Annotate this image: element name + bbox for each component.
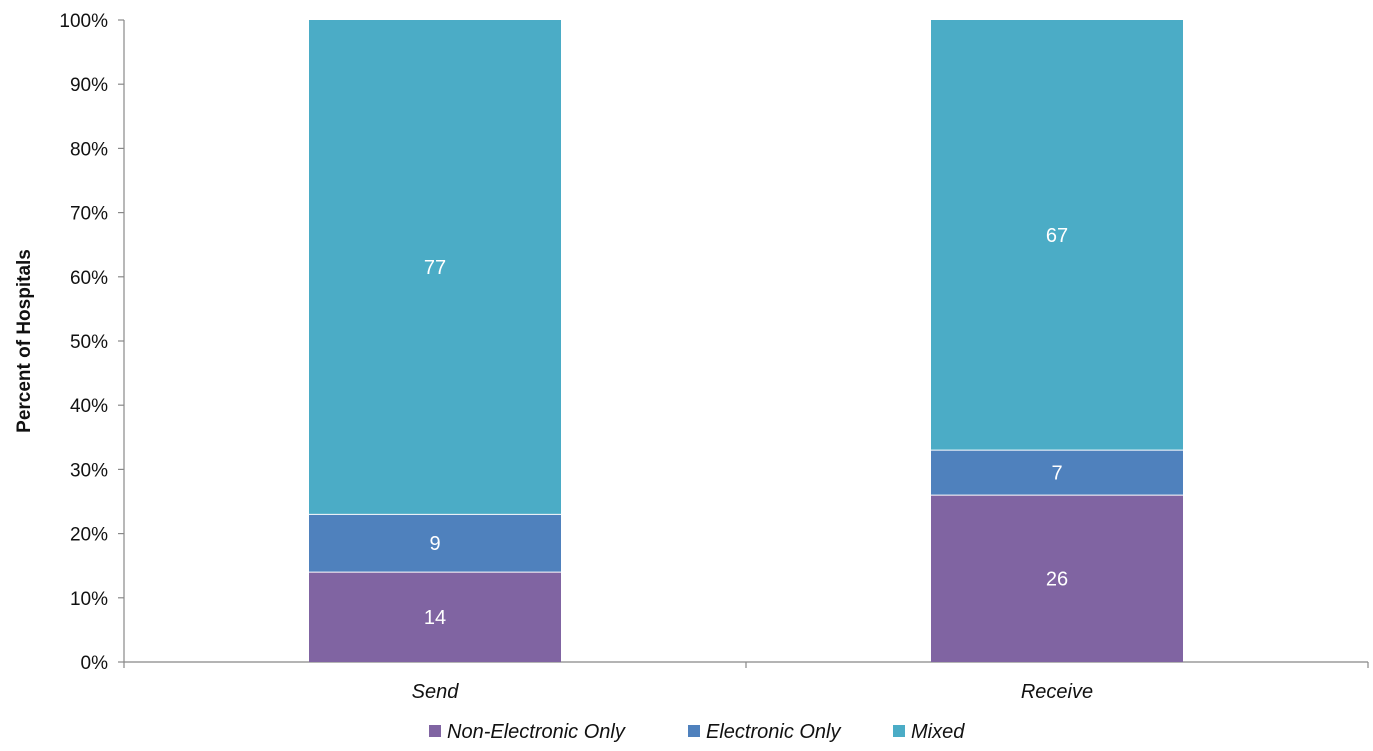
bar-segment-mixed-send	[309, 20, 561, 515]
legend-item-mixed: Mixed	[893, 721, 965, 743]
bar-segment-non-electronic-only-send	[309, 572, 561, 662]
legend-label: Electronic Only	[706, 721, 841, 743]
y-tick-label: 50%	[70, 332, 108, 353]
y-tick-label: 100%	[59, 11, 108, 32]
y-axis-title: Percent of Hospitals	[14, 249, 35, 433]
y-tick-label: 20%	[70, 525, 108, 546]
data-label: 7	[1051, 463, 1062, 485]
y-axis: 0% 10% 20% 30% 40% 50% 60% 70% 80% 90% 100%	[59, 11, 125, 674]
legend-swatch	[893, 725, 905, 737]
y-tick-label: 30%	[70, 460, 108, 481]
data-label: 67	[1046, 225, 1068, 247]
bar-segment-electronic-only-receive	[931, 450, 1183, 496]
legend-label: Non-Electronic Only	[447, 721, 626, 743]
bar-segment-electronic-only-send	[309, 514, 561, 573]
legend-swatch	[429, 725, 441, 737]
x-axis: Send Receive	[123, 661, 1369, 703]
y-tick-label: 40%	[70, 396, 108, 417]
y-tick-label: 70%	[70, 204, 108, 225]
data-labels: 14 9 77 26 7 67	[424, 225, 1068, 629]
data-label: 9	[429, 533, 440, 555]
legend-label: Mixed	[911, 721, 965, 743]
x-category-label: Send	[412, 681, 460, 703]
bars	[309, 20, 1183, 662]
data-label: 77	[424, 257, 446, 279]
data-label: 26	[1046, 569, 1068, 591]
y-tick-label: 80%	[70, 139, 108, 160]
x-category-label: Receive	[1021, 681, 1093, 703]
y-tick-label: 60%	[70, 268, 108, 289]
bar-segment-non-electronic-only-receive	[931, 495, 1183, 662]
y-tick-label: 90%	[70, 75, 108, 96]
legend-item-electronic-only: Electronic Only	[688, 721, 841, 743]
data-label: 14	[424, 607, 446, 629]
y-tick-label: 0%	[81, 653, 109, 674]
bar-segment-mixed-receive	[931, 20, 1183, 451]
legend: Non-Electronic Only Electronic Only Mixed	[429, 721, 965, 743]
legend-swatch	[688, 725, 700, 737]
legend-item-non-electronic-only: Non-Electronic Only	[429, 721, 626, 743]
y-tick-label: 10%	[70, 589, 108, 610]
